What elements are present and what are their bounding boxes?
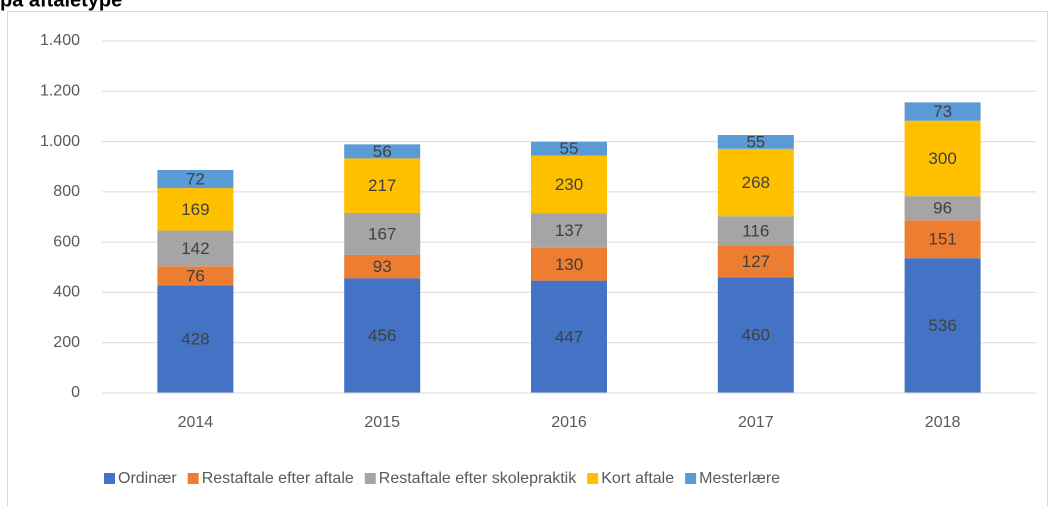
data-label: 56 — [373, 142, 392, 161]
x-tick-label: 2018 — [925, 414, 961, 431]
data-label: 447 — [555, 327, 583, 346]
data-label: 93 — [373, 257, 392, 276]
bar-segment — [717, 148, 794, 217]
chart-title: på aftaletype — [0, 0, 122, 11]
data-label: 142 — [181, 239, 209, 258]
legend-swatch — [364, 473, 376, 484]
y-tick-label: 200 — [53, 334, 80, 351]
data-label: 96 — [933, 199, 952, 218]
data-label: 151 — [928, 230, 956, 249]
x-tick-label: 2017 — [738, 414, 774, 431]
y-tick-label: 1.000 — [40, 133, 80, 150]
y-tick-label: 1.400 — [40, 32, 80, 49]
y-tick-label: 400 — [53, 284, 80, 301]
y-tick-label: 0 — [71, 384, 80, 401]
bar-segment — [531, 247, 607, 281]
data-label: 300 — [928, 149, 956, 168]
x-tick-label: 2015 — [364, 414, 400, 431]
bar-segment — [531, 213, 607, 248]
data-label: 268 — [742, 173, 770, 192]
bar-segment — [157, 285, 234, 393]
bar-segment — [531, 141, 607, 156]
data-label: 169 — [181, 200, 209, 219]
bar-segment — [157, 169, 234, 189]
bar-segment — [344, 144, 421, 159]
legend-swatch — [187, 473, 199, 484]
data-label: 76 — [186, 266, 205, 285]
data-label: 72 — [186, 170, 205, 189]
legend-swatch — [587, 473, 599, 484]
data-label: 127 — [742, 252, 770, 271]
bar-segment — [157, 266, 234, 286]
legend-label: Mesterlære — [699, 470, 780, 487]
bar-segment — [717, 245, 794, 278]
bar-segment — [717, 216, 794, 246]
chart-frame — [7, 11, 1048, 506]
bar-segment — [344, 212, 421, 255]
data-label: 116 — [742, 221, 769, 240]
data-label: 137 — [555, 221, 583, 240]
legend-swatch — [104, 473, 115, 484]
x-tick-label: 2016 — [551, 414, 587, 431]
data-label: 230 — [555, 175, 583, 194]
bar-segment — [531, 280, 607, 393]
bar-segment — [904, 258, 981, 393]
legend-label: Kort aftale — [601, 470, 674, 487]
bar-segment — [904, 196, 981, 221]
data-label: 55 — [560, 139, 579, 158]
data-label: 428 — [181, 330, 209, 349]
bar-segment — [344, 158, 421, 213]
bar-segment — [157, 188, 234, 231]
x-tick-label: 2014 — [178, 414, 214, 431]
data-label: 536 — [928, 316, 956, 335]
data-label: 73 — [933, 102, 952, 121]
legend-label: Restaftale efter skolepraktik — [379, 470, 577, 487]
data-label: 167 — [368, 224, 396, 243]
bar-segment — [717, 135, 794, 149]
bar-segment — [904, 120, 981, 197]
bar-segment — [717, 277, 794, 393]
legend-label: Ordinær — [118, 470, 177, 487]
data-label: 456 — [368, 326, 396, 345]
bar-segment — [904, 102, 981, 121]
data-label: 55 — [746, 132, 765, 151]
y-tick-label: 1.200 — [40, 83, 80, 100]
data-label: 460 — [742, 326, 770, 345]
bar-segment — [157, 230, 234, 267]
bar-segment — [531, 155, 607, 214]
bar-segment — [904, 220, 981, 259]
legend-swatch — [685, 473, 697, 484]
y-tick-label: 600 — [53, 233, 80, 250]
data-label: 217 — [368, 176, 396, 195]
bar-segment — [344, 254, 421, 279]
bar-segment — [344, 278, 421, 393]
legend-label: Restaftale efter aftale — [202, 470, 354, 487]
y-tick-label: 800 — [53, 183, 80, 200]
data-label: 130 — [555, 255, 583, 274]
